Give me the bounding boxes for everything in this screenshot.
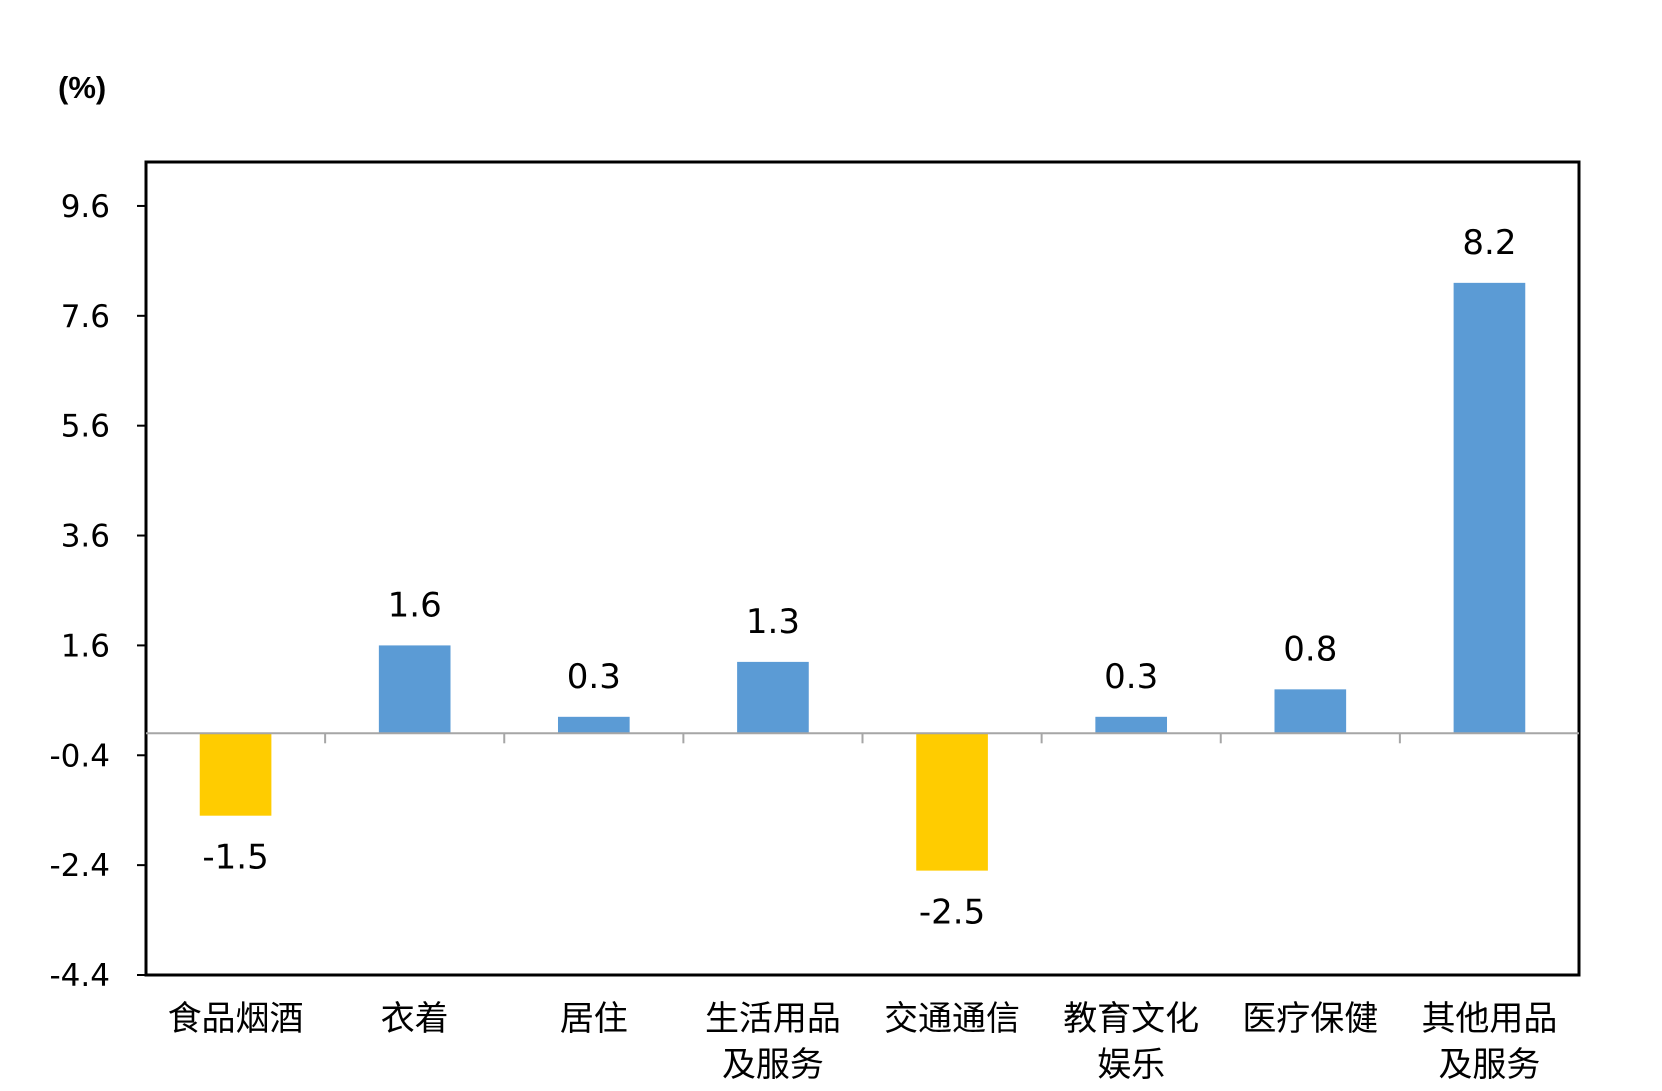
- category-label: 及服务: [1438, 1045, 1540, 1085]
- category-label: 教育文化: [1063, 999, 1199, 1039]
- bar: [557, 716, 630, 734]
- category-label: 娱乐: [1097, 1045, 1165, 1085]
- y-tick-label: 7.6: [61, 299, 110, 335]
- y-tick-label: -2.4: [50, 848, 111, 884]
- category-label: 衣着: [381, 999, 449, 1039]
- y-tick-label: -0.4: [50, 738, 111, 774]
- category-label: 交通通信: [884, 999, 1020, 1039]
- data-label: -2.5: [919, 893, 985, 933]
- data-label: 1.3: [746, 602, 800, 642]
- bar: [1095, 716, 1168, 734]
- data-label: 0.8: [1283, 629, 1337, 669]
- data-labels: -1.5 1.6 0.3 1.3 -2.5 0.3 0.8 8.2: [202, 223, 1516, 933]
- bar: [199, 733, 272, 816]
- data-label: 0.3: [1104, 657, 1158, 697]
- category-label: 医疗保健: [1242, 999, 1378, 1039]
- y-tick-label: 1.6: [61, 628, 110, 664]
- data-label: 1.6: [388, 585, 442, 625]
- y-tick-label: 5.6: [61, 409, 110, 445]
- plot-area-frame: [144, 160, 1581, 977]
- y-unit-label: (%): [58, 70, 106, 105]
- bar: [378, 645, 451, 734]
- bar: [1274, 689, 1347, 734]
- bar: [1453, 282, 1526, 734]
- data-label: -1.5: [202, 838, 268, 878]
- y-tick-label: -4.4: [50, 958, 111, 994]
- category-label: 食品烟酒: [168, 999, 304, 1039]
- bars-group: [199, 282, 1526, 871]
- zero-axis: [146, 732, 1579, 744]
- bar: [737, 661, 809, 734]
- data-label: 8.2: [1462, 223, 1516, 263]
- data-label: 0.3: [567, 657, 621, 697]
- category-label: 生活用品: [705, 999, 841, 1039]
- category-label: 及服务: [722, 1045, 824, 1085]
- category-label: 居住: [560, 999, 628, 1039]
- y-axis: 9.6 7.6 5.6 3.6 1.6 -0.4 -2.4 -4.4: [50, 189, 146, 994]
- y-tick-label: 3.6: [61, 519, 110, 555]
- y-tick-label: 9.6: [61, 189, 110, 225]
- bar: [916, 733, 988, 871]
- category-label: 其他用品: [1421, 999, 1557, 1039]
